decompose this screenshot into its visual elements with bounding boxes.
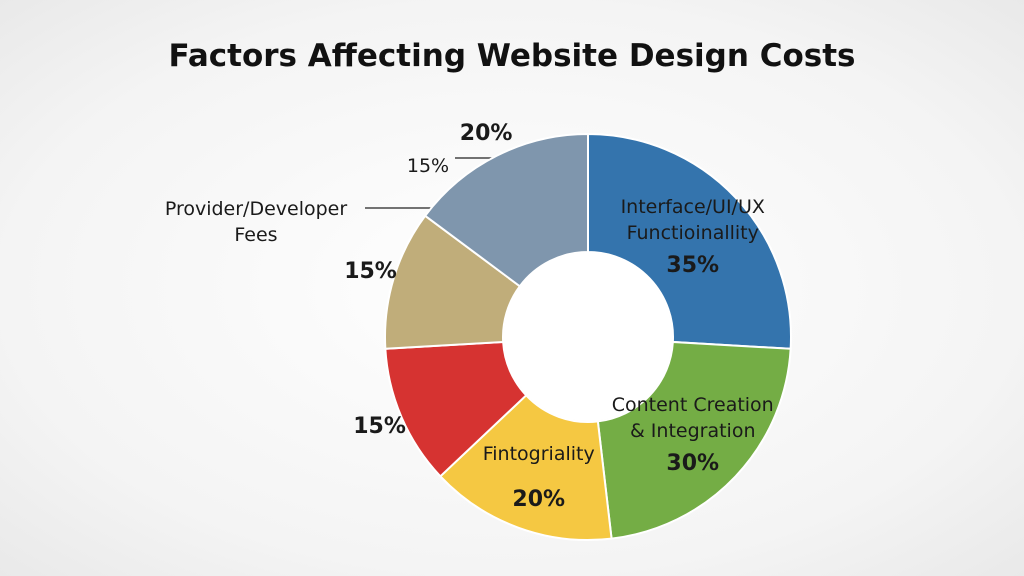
annotation: 15% [406, 155, 450, 177]
slice-label: Interface/UI/UX Functioinallity [620, 196, 765, 245]
value-label: 30% [666, 450, 720, 476]
slice-label: Content Creation & Integration [611, 393, 774, 442]
annotation: Provider/Developer Fees [164, 198, 348, 246]
value-label: 35% [666, 253, 720, 279]
donut-hole [504, 253, 672, 421]
value-label: 15% [344, 258, 397, 284]
donut-slice [423, 132, 589, 288]
chart-title: Factors Affecting Website Design Costs [168, 38, 856, 74]
slice-label: Fintogriality [482, 443, 595, 466]
value-label: 20% [459, 121, 513, 147]
value-label: 20% [512, 487, 566, 513]
donut-slice [596, 340, 792, 540]
value-label: 15% [353, 413, 406, 439]
donut-slice [587, 132, 793, 350]
donut-slice [438, 393, 613, 541]
